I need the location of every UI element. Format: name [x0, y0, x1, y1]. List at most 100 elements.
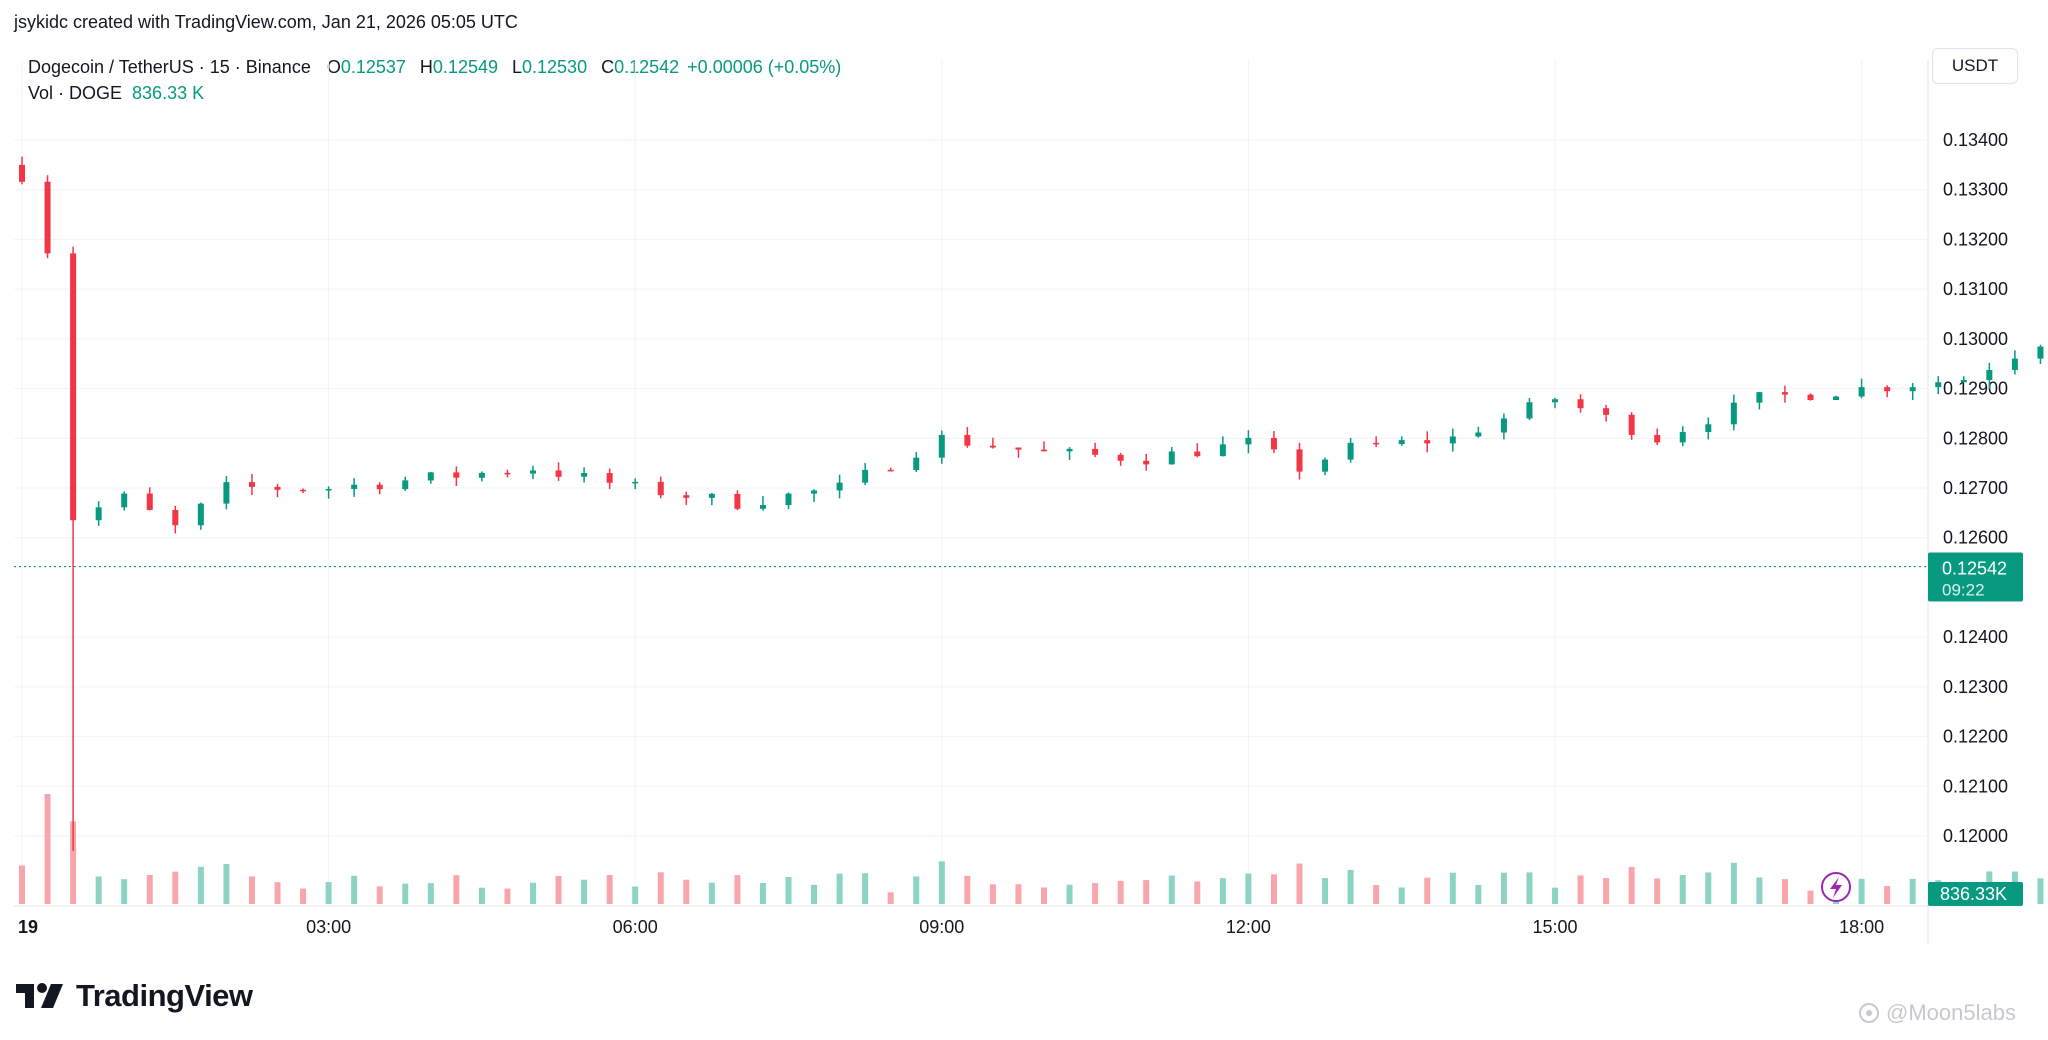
y-tick-label: 0.13400	[1943, 130, 2008, 150]
volume-bar	[811, 884, 818, 904]
candle-body	[1756, 392, 1763, 403]
candle-body	[427, 472, 434, 481]
candle-body	[1603, 408, 1610, 415]
volume-bar	[530, 882, 536, 904]
candle-body	[1577, 399, 1584, 409]
candle-body	[1935, 382, 1942, 388]
lightning-icon[interactable]	[1821, 872, 1851, 902]
volume-bar	[1705, 872, 1712, 904]
volume-bar	[1347, 869, 1354, 904]
candle-body	[2037, 346, 2044, 359]
candle-body	[1730, 402, 1737, 425]
y-tick-label: 0.12400	[1943, 627, 2008, 647]
volume-bar	[351, 875, 358, 904]
volume-bar	[836, 873, 843, 904]
x-tick-label: 15:00	[1532, 917, 1577, 937]
volume-bar	[1041, 887, 1047, 904]
y-tick-label: 0.12900	[1943, 379, 2008, 399]
candle-body	[1398, 440, 1405, 445]
volume-bar	[223, 863, 230, 904]
candle-body	[376, 484, 383, 490]
open-value: 0.12537	[340, 57, 406, 77]
volume-bar	[1143, 880, 1150, 904]
y-tick-label: 0.13000	[1943, 329, 2008, 349]
candle-body	[325, 488, 332, 491]
volume-bar	[1015, 884, 1022, 904]
volume-bar	[1577, 875, 1584, 904]
volume-bar	[402, 883, 409, 904]
symbol-label[interactable]: Dogecoin / TetherUS · 15 · Binance	[28, 57, 311, 77]
candle-body	[351, 484, 358, 489]
candles	[19, 156, 2044, 851]
volume-bar	[581, 879, 588, 904]
last-price-tag	[1928, 552, 2023, 602]
volume-bar	[606, 875, 613, 904]
candle-body	[1322, 459, 1329, 472]
volume-label[interactable]: Vol · DOGE	[28, 83, 123, 103]
currency-button[interactable]: USDT	[1932, 48, 2018, 84]
candle-body	[1245, 437, 1252, 445]
candle-body	[197, 503, 204, 526]
volume-bar	[708, 882, 715, 904]
candle-body	[606, 473, 613, 483]
candle-body	[862, 469, 869, 483]
candle-body	[1424, 440, 1431, 444]
volume-bar	[1679, 875, 1686, 904]
ohlc-row: Dogecoin / TetherUS · 15 · Binance O 0.12…	[28, 54, 849, 80]
candle-body	[478, 472, 485, 478]
volume-bar	[1909, 878, 1916, 904]
last-volume-value: 836.33K	[1940, 884, 2007, 904]
countdown-value: 09:22	[1942, 581, 1985, 600]
brand: TradingView	[16, 978, 253, 1014]
volume-bar	[1858, 878, 1865, 904]
candle-body	[836, 482, 843, 491]
x-tick-label: 18:00	[1839, 917, 1884, 937]
volume-bar	[555, 876, 562, 904]
candle-body	[1628, 414, 1635, 435]
candle-body	[1117, 454, 1124, 461]
candle-body	[1296, 449, 1303, 472]
candle-body	[1807, 394, 1814, 400]
chart-legend: Dogecoin / TetherUS · 15 · Binance O 0.12…	[28, 54, 849, 106]
volume-bar	[989, 884, 996, 904]
volume-bars	[19, 794, 2044, 904]
volume-bar	[938, 861, 945, 904]
volume-bar	[1654, 878, 1661, 904]
candle-body	[1041, 449, 1047, 452]
candle-body	[1373, 442, 1380, 445]
candle-body	[1066, 448, 1073, 452]
volume-bar	[1373, 885, 1380, 904]
brand-name: TradingView	[76, 978, 253, 1013]
y-tick-label: 0.12300	[1943, 677, 2008, 697]
candle-body	[1781, 392, 1788, 395]
candle-body	[1475, 432, 1482, 437]
volume-bar	[1500, 872, 1507, 904]
volume-value: 836.33 K	[132, 83, 205, 103]
volume-row: Vol · DOGE 836.33 K	[28, 80, 849, 106]
candle-body	[581, 473, 588, 477]
volume-bar	[1168, 875, 1175, 904]
watermark-text: @Moon5labs	[1886, 1000, 2016, 1025]
y-tick-label: 0.12000	[1943, 826, 2008, 846]
y-tick-label: 0.12200	[1943, 727, 2008, 747]
volume-bar	[453, 875, 460, 904]
candle-body	[1552, 399, 1558, 403]
candle-body	[70, 253, 77, 521]
volume-bar	[427, 883, 434, 904]
watermark: @Moon5labs	[1858, 1000, 2016, 1026]
volume-bar	[734, 875, 741, 904]
last-volume-tag	[1928, 882, 2023, 906]
candle-body	[453, 472, 460, 478]
volume-bar	[1092, 883, 1099, 904]
volume-bar	[44, 794, 51, 904]
volume-bar	[478, 887, 485, 904]
y-tick-label: 0.12700	[1943, 478, 2008, 498]
candle-body	[632, 481, 639, 484]
volume-bar	[1066, 884, 1073, 904]
volume-bar	[19, 865, 25, 904]
candle-body	[1194, 451, 1201, 457]
candle-body	[274, 486, 281, 490]
volume-bar	[95, 876, 102, 904]
volume-bar	[1449, 872, 1456, 904]
